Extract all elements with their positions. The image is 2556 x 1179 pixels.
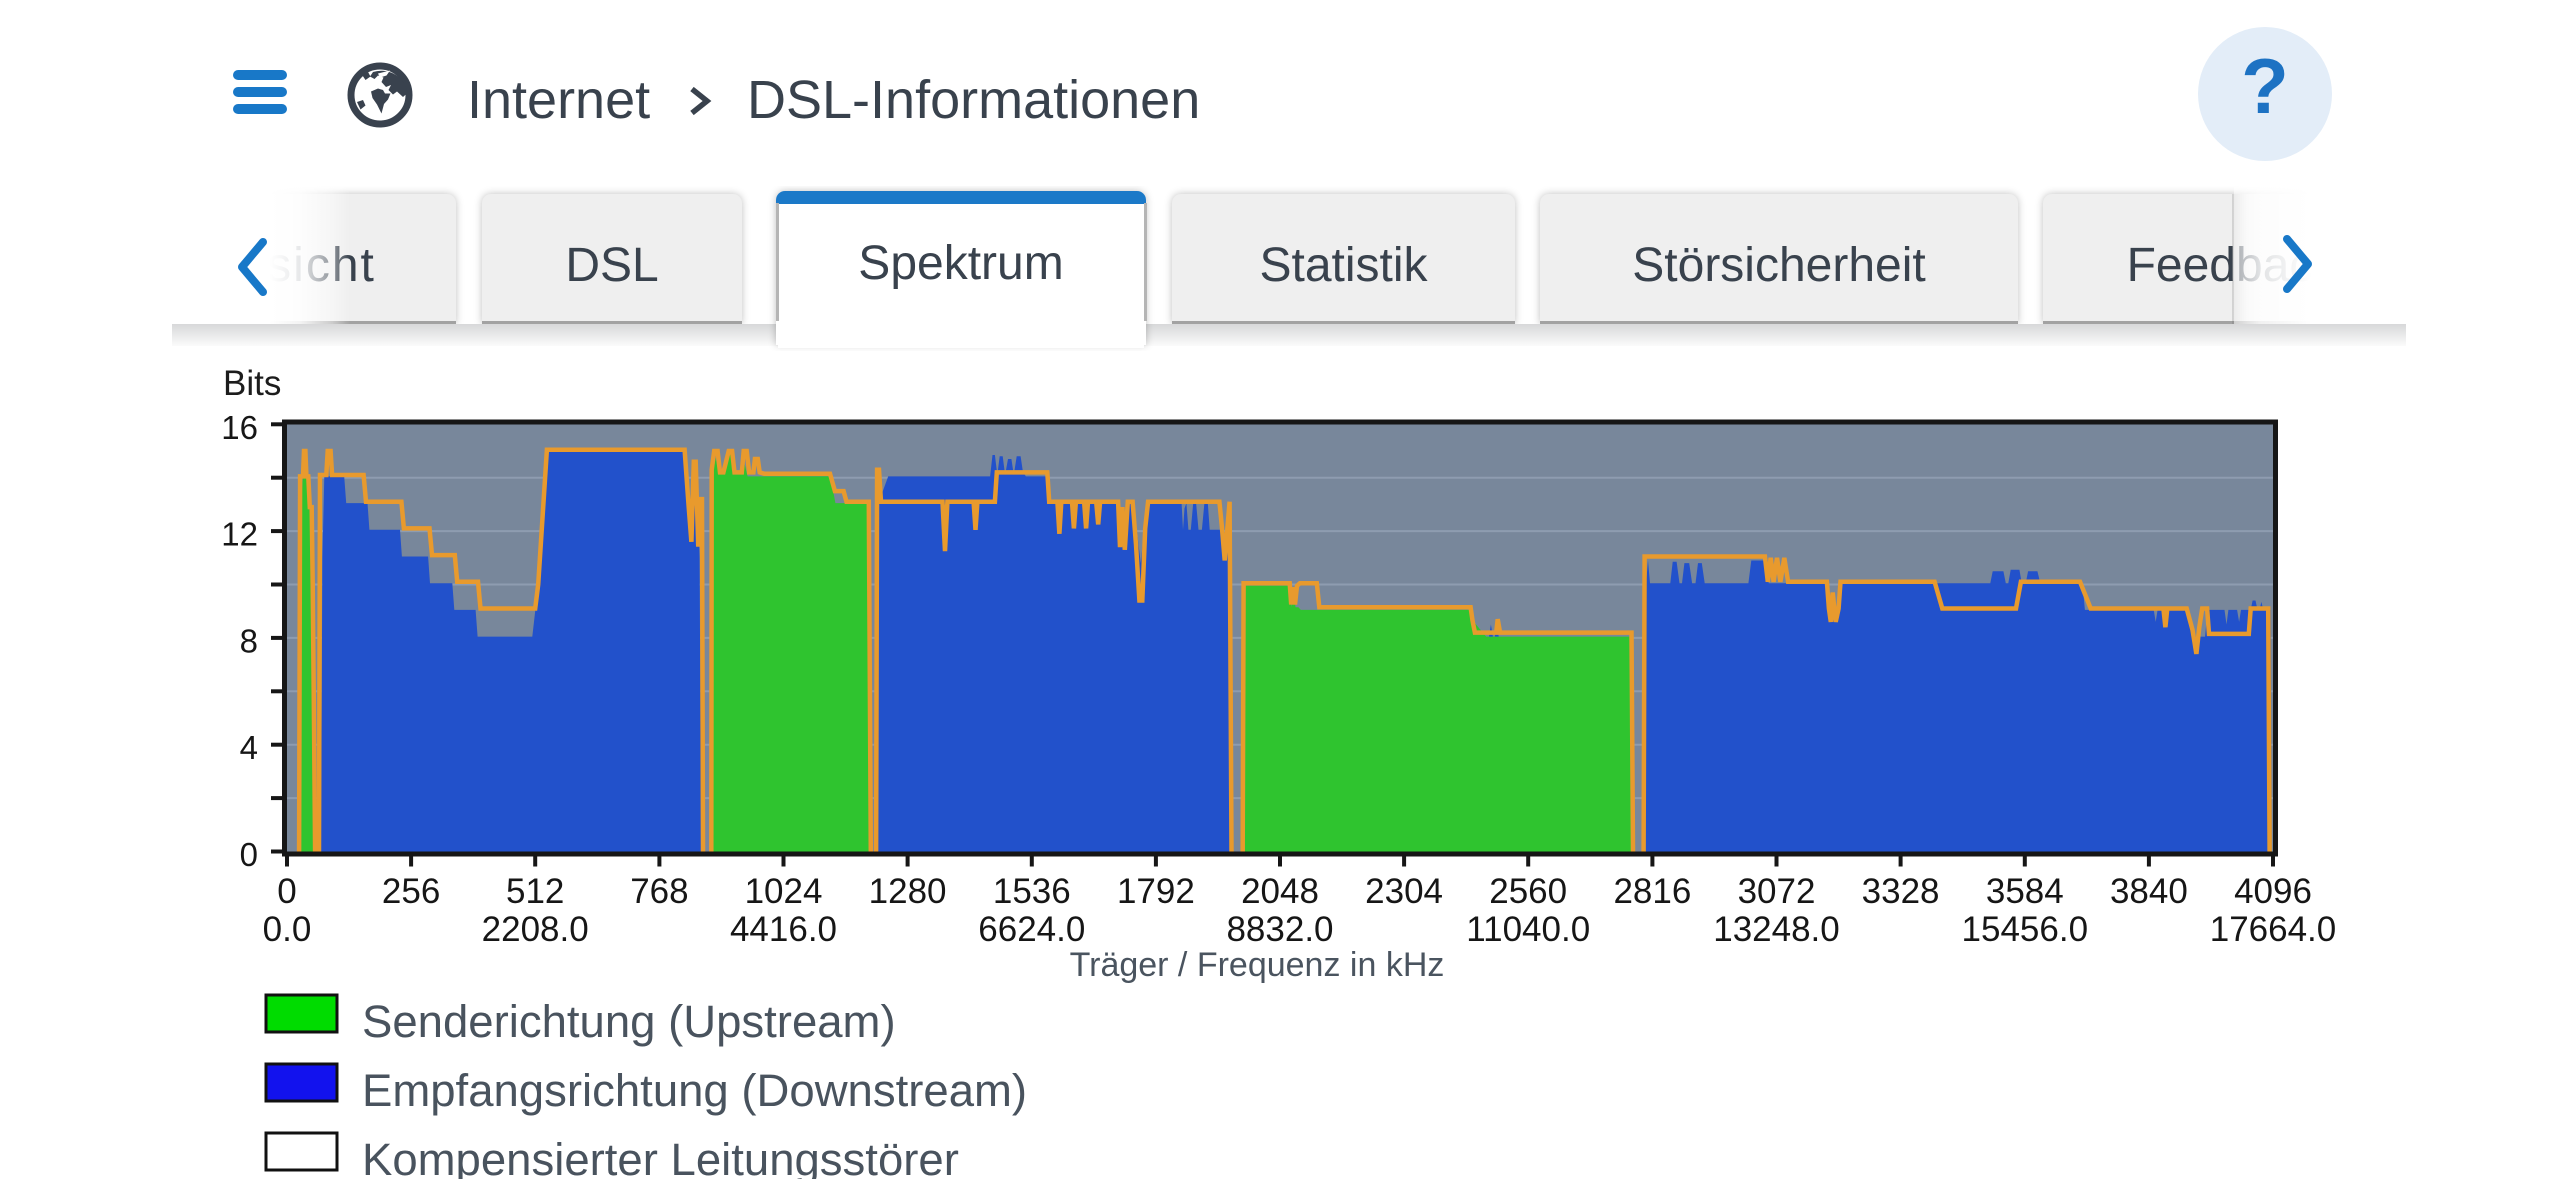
svg-text:2208.0: 2208.0 xyxy=(482,910,589,949)
svg-text:6624.0: 6624.0 xyxy=(978,910,1085,949)
svg-text:4: 4 xyxy=(240,729,258,766)
svg-text:3840: 3840 xyxy=(2110,872,2188,911)
svg-text:Bits: Bits xyxy=(223,364,281,403)
svg-text:8: 8 xyxy=(240,622,258,659)
svg-text:11040.0: 11040.0 xyxy=(1466,910,1590,949)
svg-text:2560: 2560 xyxy=(1489,872,1567,911)
svg-text:512: 512 xyxy=(506,872,564,911)
svg-text:17664.0: 17664.0 xyxy=(2210,910,2337,949)
svg-text:768: 768 xyxy=(630,872,688,911)
svg-text:Träger / Frequenz in kHz: Träger / Frequenz in kHz xyxy=(1070,946,1445,984)
svg-text:256: 256 xyxy=(382,872,440,911)
svg-text:Kompensierter Leitungsstörer: Kompensierter Leitungsstörer xyxy=(362,1134,959,1179)
svg-text:2816: 2816 xyxy=(1613,872,1691,911)
svg-text:0: 0 xyxy=(240,836,258,873)
svg-text:1536: 1536 xyxy=(993,872,1071,911)
svg-text:1280: 1280 xyxy=(869,872,947,911)
svg-text:1024: 1024 xyxy=(745,872,823,911)
svg-text:Senderichtung (Upstream): Senderichtung (Upstream) xyxy=(362,996,896,1047)
svg-text:2048: 2048 xyxy=(1241,872,1319,911)
svg-text:1792: 1792 xyxy=(1117,872,1195,911)
svg-text:8832.0: 8832.0 xyxy=(1226,910,1333,949)
svg-text:0: 0 xyxy=(277,872,296,911)
svg-text:16: 16 xyxy=(221,409,258,446)
svg-text:4096: 4096 xyxy=(2234,872,2312,911)
svg-text:3072: 3072 xyxy=(1738,872,1816,911)
svg-text:2304: 2304 xyxy=(1365,872,1443,911)
svg-text:15456.0: 15456.0 xyxy=(1962,910,2089,949)
svg-text:12: 12 xyxy=(221,516,258,553)
svg-text:Empfangsrichtung (Downstream): Empfangsrichtung (Downstream) xyxy=(362,1065,1027,1116)
svg-text:3584: 3584 xyxy=(1986,872,2064,911)
svg-text:0.0: 0.0 xyxy=(263,910,312,949)
svg-text:3328: 3328 xyxy=(1862,872,1940,911)
svg-text:4416.0: 4416.0 xyxy=(730,910,837,949)
svg-text:13248.0: 13248.0 xyxy=(1713,910,1840,949)
